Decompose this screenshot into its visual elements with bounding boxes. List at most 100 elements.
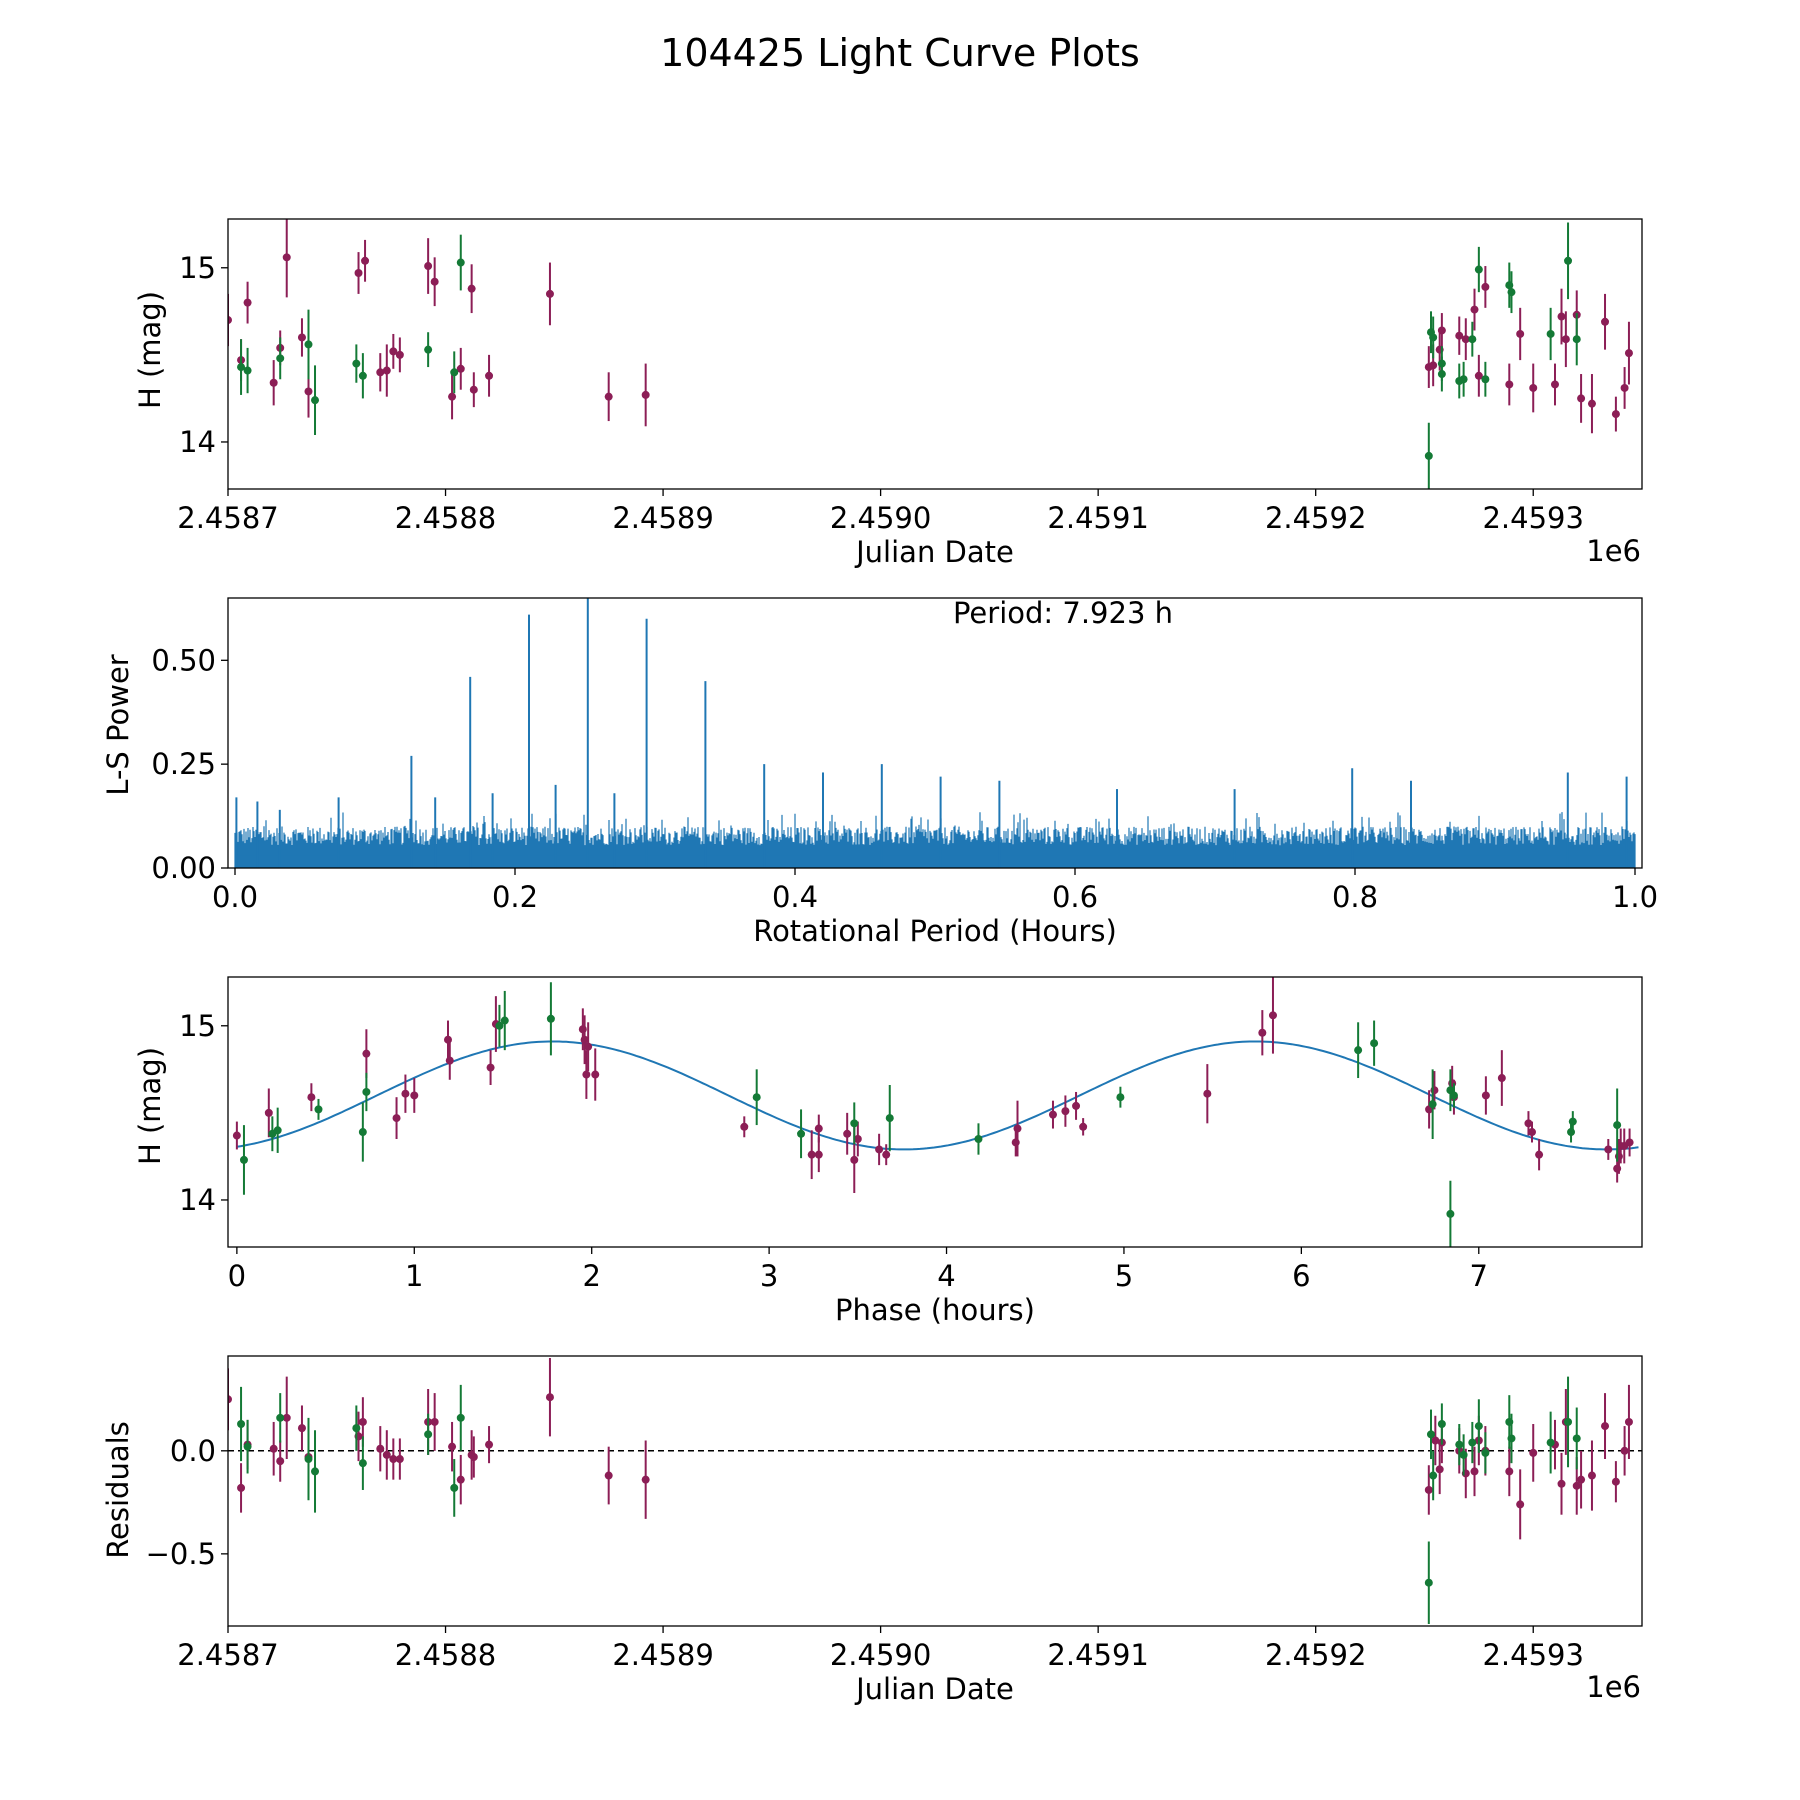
residuals-point-maroon: [1557, 1479, 1566, 1488]
light-curve-xtick-label: 2.4593: [1482, 501, 1583, 535]
light-curve-ytick-label: 14: [179, 425, 216, 459]
residuals-xtick-label: 2.4589: [612, 1638, 713, 1672]
residuals-point-maroon: [1529, 1448, 1538, 1457]
periodogram-xtick-label: 0.0: [212, 880, 258, 914]
phase-folded-xtick-label: 4: [937, 1259, 955, 1293]
phase-folded-point-maroon: [1061, 1107, 1070, 1116]
phase-folded-point-green: [1116, 1093, 1125, 1102]
periodogram-ytick-label: 0.00: [151, 851, 216, 885]
residuals-point-maroon: [297, 1424, 306, 1433]
phase-folded-point-maroon: [582, 1070, 591, 1079]
light-curve-point-green: [456, 258, 465, 267]
residuals-point-green: [311, 1467, 320, 1476]
phase-folded-point-maroon: [1614, 1152, 1623, 1161]
phase-folded-point-green: [546, 1014, 555, 1023]
light-curve-point-green: [1572, 335, 1581, 344]
light-curve-xlabel: Julian Date: [854, 535, 1014, 569]
residuals-point-maroon: [1601, 1422, 1610, 1431]
light-curve-data-layer: [228, 219, 1633, 489]
residuals-xtick-label: 2.4593: [1482, 1638, 1583, 1672]
residuals-point-maroon: [282, 1413, 291, 1422]
light-curve-ytick-label: 15: [179, 251, 216, 285]
phase-folded-point-maroon: [850, 1155, 859, 1164]
residuals-xtick-label: 2.4592: [1265, 1638, 1366, 1672]
light-curve-point-green: [1481, 375, 1490, 384]
light-curve-xtick-label: 2.4588: [395, 501, 496, 535]
light-curve-xtick-label: 2.4590: [830, 501, 931, 535]
light-curve-point-green: [1507, 288, 1516, 297]
light-curve-point-maroon: [269, 378, 278, 387]
residuals-xtick-label: 2.4587: [177, 1638, 278, 1672]
light-curve-point-maroon: [604, 392, 613, 401]
residuals-point-maroon: [276, 1457, 285, 1466]
light-curve-point-maroon: [1437, 326, 1446, 335]
phase-folded-point-maroon: [264, 1108, 273, 1117]
residuals-point-maroon: [545, 1393, 554, 1402]
phase-folded-xtick-label: 5: [1115, 1259, 1133, 1293]
phase-folded-point-maroon: [1604, 1145, 1613, 1154]
light-curve-point-green: [1474, 265, 1483, 274]
residuals-xtick-label: 2.4588: [395, 1638, 496, 1672]
phase-folded-point-maroon: [401, 1089, 410, 1098]
phase-folded-panel: 0 1 2 3 4 5 6 7 14 15 Phase (hours) H (mag): [133, 976, 1643, 1327]
phase-folded-point-green: [1428, 1100, 1437, 1109]
residuals-point-green: [1455, 1440, 1464, 1449]
phase-folded-point-maroon: [1268, 1011, 1277, 1020]
phase-folded-point-green: [358, 1128, 367, 1137]
phase-folded-point-maroon: [1072, 1101, 1081, 1110]
phase-folded-point-maroon: [584, 1042, 593, 1051]
residuals-point-maroon: [395, 1455, 404, 1464]
periodogram-xtick-label: 0.4: [772, 880, 818, 914]
residuals-point-maroon: [269, 1444, 278, 1453]
phase-folded-xtick-label: 3: [760, 1259, 778, 1293]
residuals-point-maroon: [469, 1452, 478, 1461]
phase-folded-point-maroon: [1497, 1074, 1506, 1083]
light-curve-panel: 2.4587 2.4588 2.4589 2.4590 2.4591 2.4592 2.45…: [133, 218, 1643, 569]
residuals-point-green: [1481, 1448, 1490, 1457]
residuals-point-maroon: [485, 1440, 494, 1449]
light-curve-point-maroon: [1577, 394, 1586, 403]
periodogram-ytick-label: 0.50: [151, 643, 216, 677]
residuals-point-maroon: [389, 1455, 398, 1464]
phase-folded-ylabel: H (mag): [133, 1047, 167, 1165]
light-curve-xtick-label: 2.4587: [177, 501, 278, 535]
phase-folded-point-maroon: [1528, 1128, 1537, 1137]
light-curve-point-maroon: [1470, 305, 1479, 314]
residuals-point-green: [1546, 1438, 1555, 1447]
light-curve-point-maroon: [1587, 399, 1596, 408]
phase-folded-point-maroon: [591, 1070, 600, 1079]
residuals-point-green: [1572, 1434, 1581, 1443]
residuals-xtick-label: 2.4590: [830, 1638, 931, 1672]
residuals-point-maroon: [1624, 1417, 1633, 1426]
light-curve-point-green: [424, 345, 433, 354]
light-curve-point-green: [1459, 375, 1468, 384]
light-curve-xtick-label: 2.4589: [612, 501, 713, 535]
light-curve-point-maroon: [297, 333, 306, 342]
phase-folded-point-green: [974, 1135, 983, 1143]
light-curve-point-green: [304, 340, 313, 349]
residuals-point-green: [1564, 1417, 1573, 1426]
light-curve-point-maroon: [1516, 329, 1525, 338]
phase-folded-point-green: [1567, 1128, 1576, 1137]
residuals-point-maroon: [382, 1450, 391, 1459]
phase-folded-point-maroon: [486, 1063, 495, 1072]
light-curve-point-maroon: [485, 371, 494, 380]
phase-folded-point-maroon: [843, 1129, 852, 1138]
residuals-panel: 2.4587 2.4588 2.4589 2.4590 2.4591 2.4592 2.45…: [101, 1355, 1643, 1706]
phase-folded-point-green: [885, 1114, 894, 1123]
phase-folded-point-green: [850, 1119, 859, 1128]
phase-folded-point-green: [797, 1129, 806, 1138]
phase-folded-point-maroon: [410, 1091, 419, 1100]
light-curve-point-maroon: [1550, 380, 1559, 389]
residuals-point-maroon: [430, 1417, 439, 1426]
light-curve-point-maroon: [1557, 312, 1566, 321]
light-curve-point-maroon: [1601, 317, 1610, 326]
light-curve-point-green: [1437, 370, 1446, 379]
phase-folded-point-green: [752, 1093, 761, 1102]
light-curve-point-green: [276, 354, 285, 363]
residuals-point-green: [243, 1442, 252, 1451]
light-curve-point-maroon: [361, 256, 370, 265]
phase-folded-point-maroon: [814, 1150, 823, 1159]
residuals-point-green: [1429, 1471, 1438, 1480]
periodogram-plot-area: 0.0 0.2 0.4 0.6 0.8 1.0 0.00 0.25 0.50: [151, 597, 1658, 914]
